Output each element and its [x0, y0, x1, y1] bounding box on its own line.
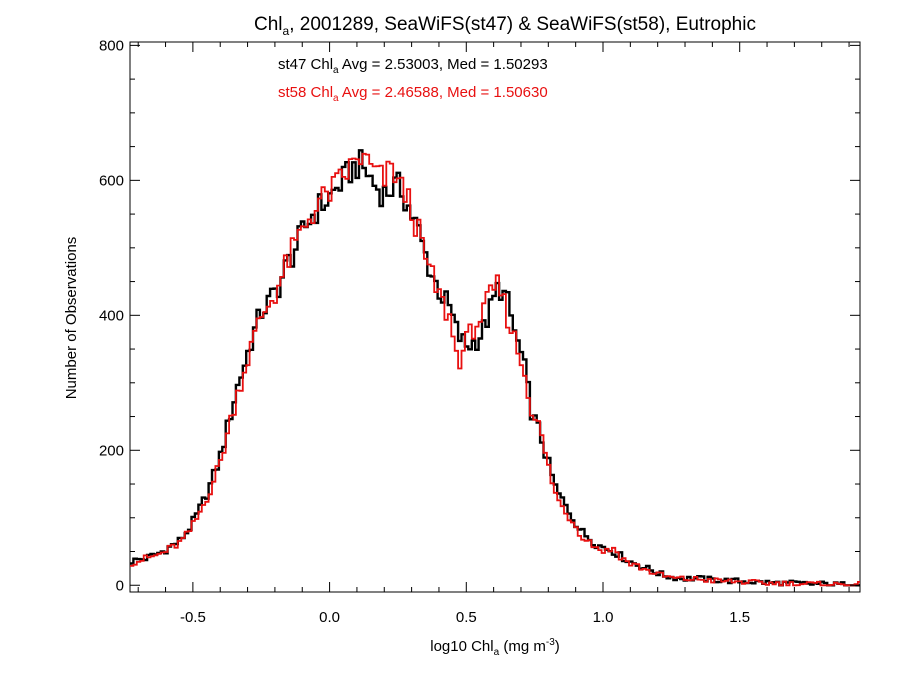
y-axis-label: Number of Observations	[63, 237, 80, 400]
annotation-layer: st47 Chla Avg = 2.53003, Med = 1.50293 s…	[278, 56, 548, 104]
x-tick-label: 0.5	[456, 609, 477, 626]
plot-frame	[129, 41, 861, 593]
y-tick-label: 400	[99, 307, 124, 324]
annotation-st58: st58 Chla Avg = 2.46588, Med = 1.50630	[278, 84, 548, 104]
y-tick-label: 600	[99, 172, 124, 189]
x-tick-label: 0.0	[319, 609, 340, 626]
x-tick-label: 1.5	[729, 609, 750, 626]
y-tick-label: 200	[99, 442, 124, 459]
y-tick-label: 0	[116, 577, 124, 594]
x-axis-label: log10 Chla (mg m-3)	[430, 637, 560, 658]
chart-title: Chla, 2001289, SeaWiFS(st47) & SeaWiFS(s…	[254, 14, 756, 38]
ticks-layer: -0.5 0.0 0.5 1.0 1.5 0 200 400 600 800	[99, 37, 860, 626]
histogram-series-st47	[130, 149, 860, 587]
x-tick-label: -0.5	[180, 609, 206, 626]
y-tick-label: 800	[99, 37, 124, 54]
series-layer	[130, 149, 860, 587]
histogram-series-st58	[130, 152, 860, 587]
x-tick-label: 1.0	[593, 609, 614, 626]
plot-border	[129, 41, 861, 593]
annotation-st47: st47 Chla Avg = 2.53003, Med = 1.50293	[278, 56, 548, 76]
